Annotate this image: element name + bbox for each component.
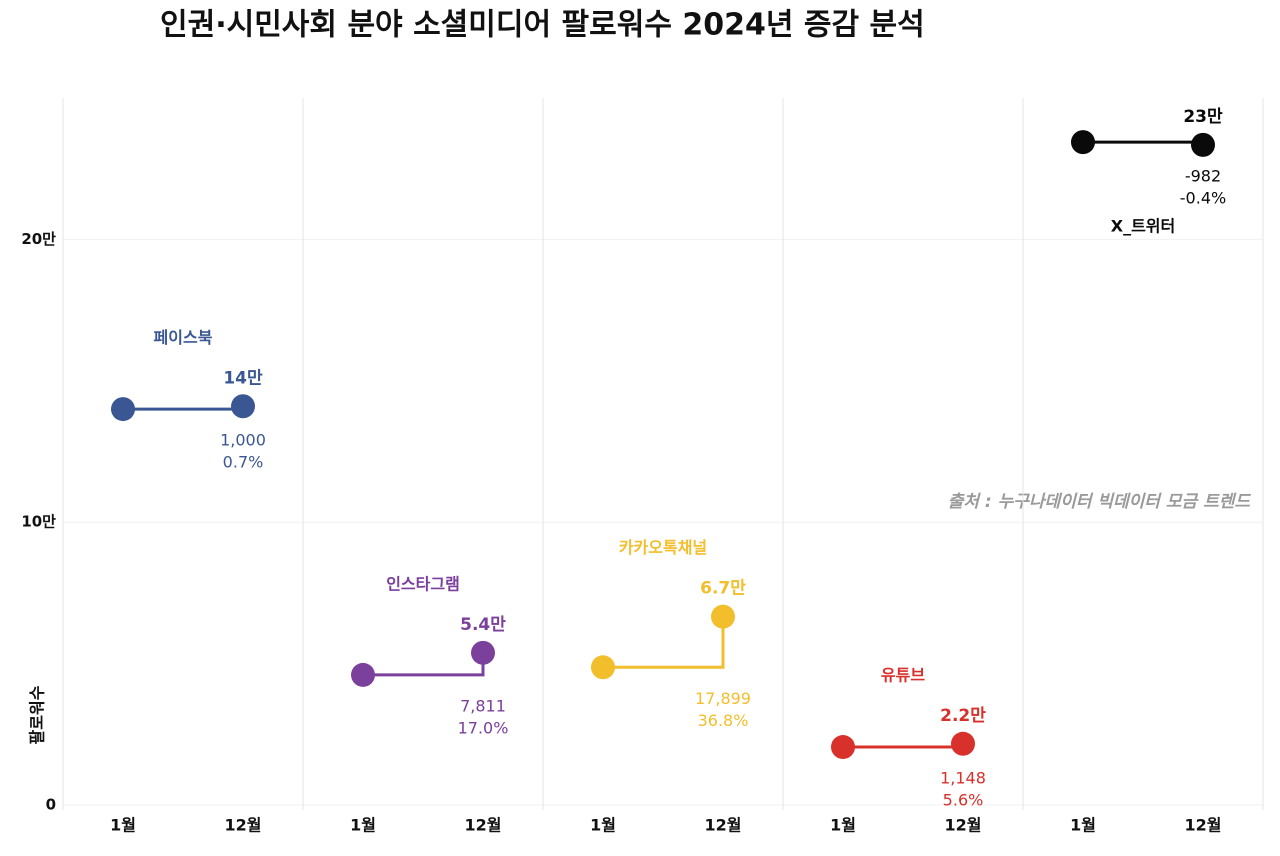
connector [843,743,965,749]
change-label: 7,811 [460,696,506,715]
change-label: 1,148 [940,769,986,788]
change-label: -0.4% [1180,188,1226,207]
series-name: 유튜브 [881,665,925,684]
change-label: -982 [1185,166,1221,185]
change-label: 17.0% [458,718,509,737]
x-tick-label: 1월 [830,816,856,835]
change-label: 17,899 [695,689,751,708]
dot [711,604,735,629]
y-tick-label: 0 [46,796,56,814]
x-tick-label: 12월 [705,816,742,835]
x-tick-label: 1월 [350,816,376,835]
value-label: 2.2만 [940,706,986,726]
x-tick-label: 1월 [590,816,616,835]
x-tick-label: 12월 [465,816,502,835]
series-name: X_트위터 [1111,217,1176,236]
series-name: 페이스북 [154,328,213,347]
connector [123,406,245,411]
dot [951,731,975,756]
y-axis-label: 팔로워수 [28,685,47,744]
dot [1071,130,1095,155]
connector [603,616,725,669]
value-label: 5.4만 [460,615,506,635]
value-label: 6.7만 [700,579,746,599]
x-tick-label: 12월 [945,816,982,835]
dot [111,397,135,422]
value-label: 23만 [1183,107,1223,127]
x-tick-label: 12월 [1185,816,1222,835]
dot [1191,132,1215,157]
series-name: 카카오톡채널 [619,538,707,557]
change-label: 1,000 [220,431,266,450]
x-tick-label: 1월 [110,816,136,835]
series-name: 인스타그램 [386,574,460,593]
dot [231,394,255,419]
chart-title: 인권·시민사회 분야 소셜미디어 팔로워수 2024년 증감 분석 [160,8,925,43]
y-tick-label: 10만 [21,513,56,531]
x-tick-label: 1월 [1070,816,1096,835]
dot [831,735,855,760]
connector [363,652,485,677]
x-tick-label: 12월 [225,816,262,835]
change-label: 5.6% [943,791,984,810]
connector [1083,140,1205,145]
y-tick-label: 20만 [21,230,56,248]
change-label: 36.8% [698,711,749,730]
change-label: 0.7% [223,453,264,472]
dot [351,662,375,687]
source-note: 출처 : 누구나데이터 빅데이터 모금 트렌드 [948,492,1252,512]
dot [471,640,495,665]
dot [591,655,615,680]
value-label: 14만 [223,368,263,388]
